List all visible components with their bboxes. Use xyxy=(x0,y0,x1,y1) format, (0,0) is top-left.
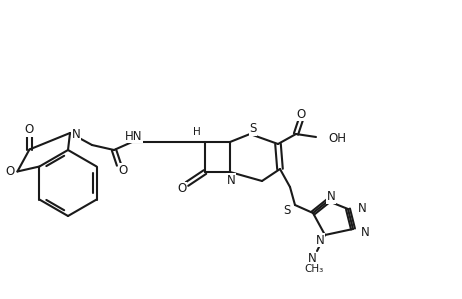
Text: O: O xyxy=(118,164,128,176)
Text: N: N xyxy=(358,202,367,216)
Text: N: N xyxy=(361,225,370,239)
Text: N: N xyxy=(316,234,324,246)
Text: OH: OH xyxy=(328,132,346,144)
Text: O: O xyxy=(25,123,34,136)
Text: N: N xyxy=(308,252,316,266)
Text: N: N xyxy=(327,190,335,204)
Text: O: O xyxy=(297,108,306,120)
Text: CH₃: CH₃ xyxy=(304,264,323,274)
Text: S: S xyxy=(283,204,291,216)
Text: HN: HN xyxy=(125,129,143,143)
Text: H: H xyxy=(193,127,201,137)
Text: O: O xyxy=(177,182,187,196)
Text: N: N xyxy=(72,127,80,141)
Text: S: S xyxy=(249,123,257,135)
Text: O: O xyxy=(6,165,15,178)
Text: N: N xyxy=(227,173,235,187)
